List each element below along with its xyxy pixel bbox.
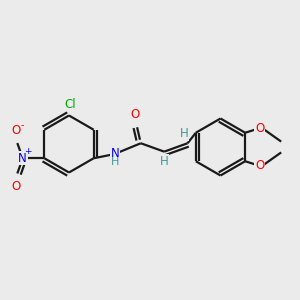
Text: O: O	[255, 159, 264, 172]
Text: H: H	[180, 127, 188, 140]
Text: O: O	[130, 108, 140, 121]
Text: N: N	[111, 147, 120, 160]
Text: +: +	[24, 147, 32, 156]
Text: N: N	[18, 152, 27, 165]
Text: O: O	[11, 124, 21, 136]
Text: O: O	[255, 122, 264, 135]
Text: Cl: Cl	[65, 98, 76, 111]
Text: H: H	[160, 155, 169, 168]
Text: O: O	[11, 180, 21, 193]
Text: -: -	[21, 120, 25, 130]
Text: H: H	[111, 157, 119, 167]
